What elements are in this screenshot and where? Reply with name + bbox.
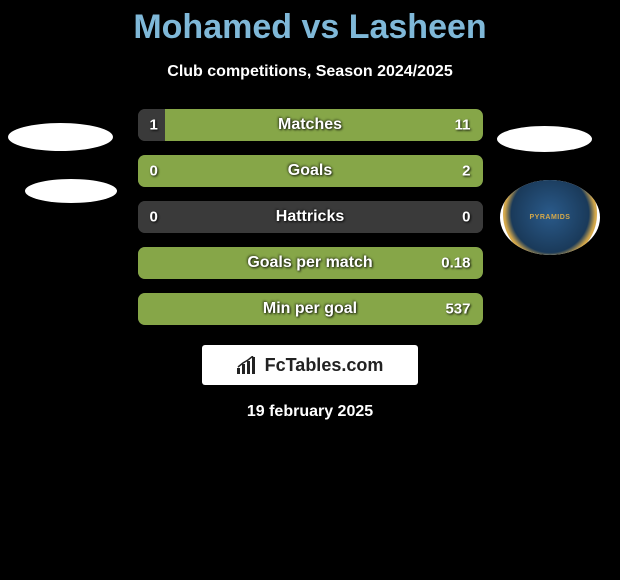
stat-row: 0 Hattricks 0 <box>138 201 483 233</box>
stat-value-right: 0.18 <box>441 255 470 272</box>
stat-value-left: 0 <box>150 209 158 226</box>
stat-value-left: 1 <box>150 117 158 134</box>
stat-label: Goals per match <box>247 254 372 272</box>
stat-value-right: 2 <box>462 163 470 180</box>
team-right-logo-2-label: PYRAMIDS <box>530 214 571 221</box>
stat-value-left: 0 <box>150 163 158 180</box>
team-left-logo-2 <box>25 179 117 203</box>
stat-label: Hattricks <box>276 208 344 226</box>
stat-row: Min per goal 537 <box>138 293 483 325</box>
stat-row: Goals per match 0.18 <box>138 247 483 279</box>
date-text: 19 february 2025 <box>0 403 620 421</box>
page-subtitle: Club competitions, Season 2024/2025 <box>0 63 620 81</box>
stat-row: 0 Goals 2 <box>138 155 483 187</box>
brand-text: FcTables.com <box>265 355 384 376</box>
stat-label: Min per goal <box>263 300 357 318</box>
team-left-logo-1 <box>8 123 113 151</box>
team-right-logo-1 <box>497 126 592 152</box>
stat-value-right: 537 <box>445 301 470 318</box>
stat-row: 1 Matches 11 <box>138 109 483 141</box>
stat-label: Goals <box>288 162 332 180</box>
page-title: Mohamed vs Lasheen <box>0 0 620 47</box>
stat-label: Matches <box>278 116 342 134</box>
brand-chart-icon <box>237 356 259 374</box>
stat-value-right: 11 <box>455 117 471 134</box>
brand-badge[interactable]: FcTables.com <box>202 345 418 385</box>
team-right-logo-2: PYRAMIDS <box>500 180 600 255</box>
stat-value-right: 0 <box>462 209 470 226</box>
